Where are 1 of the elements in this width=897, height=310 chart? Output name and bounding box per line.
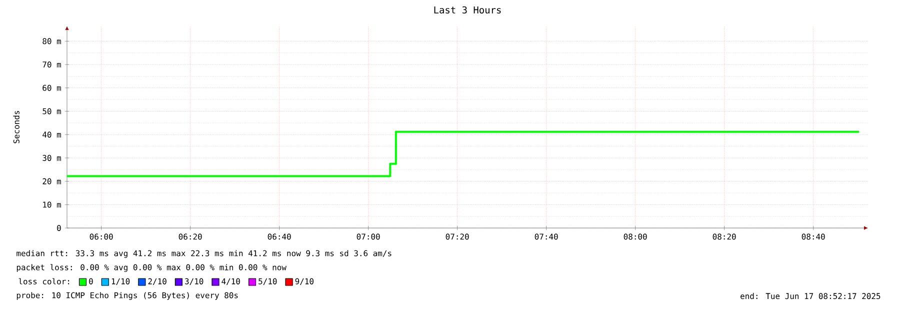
chart-title: Last 3 Hours (434, 6, 501, 14)
